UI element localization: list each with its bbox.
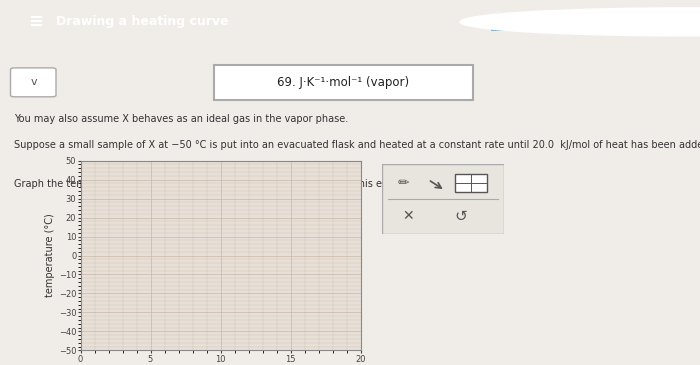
Text: 69. J·K⁻¹·mol⁻¹ (vapor): 69. J·K⁻¹·mol⁻¹ (vapor) — [277, 76, 409, 89]
Text: v: v — [30, 77, 37, 87]
FancyBboxPatch shape — [214, 65, 473, 100]
Text: Suppose a small sample of X at −50 °C is put into an evacuated flask and heated : Suppose a small sample of X at −50 °C is… — [14, 140, 700, 150]
Circle shape — [460, 8, 700, 36]
Text: Graph the temperature of the sample that would be observed during this experimen: Graph the temperature of the sample that… — [14, 179, 435, 189]
Bar — [525, 13, 550, 31]
Text: ✏: ✏ — [398, 176, 410, 190]
FancyBboxPatch shape — [10, 68, 56, 97]
Bar — [595, 13, 620, 31]
Bar — [630, 13, 654, 31]
Text: n: n — [654, 17, 661, 27]
Text: ✕: ✕ — [402, 209, 414, 223]
Bar — [560, 13, 584, 31]
Text: Drawing a heating curve: Drawing a heating curve — [56, 15, 228, 28]
Text: You may also assume X behaves as an ideal gas in the vapor phase.: You may also assume X behaves as an idea… — [14, 115, 349, 124]
Text: ↺: ↺ — [455, 209, 468, 224]
Bar — [455, 174, 487, 192]
Text: ≡: ≡ — [28, 13, 43, 31]
Y-axis label: temperature (°C): temperature (°C) — [45, 214, 55, 297]
Bar — [490, 13, 514, 31]
